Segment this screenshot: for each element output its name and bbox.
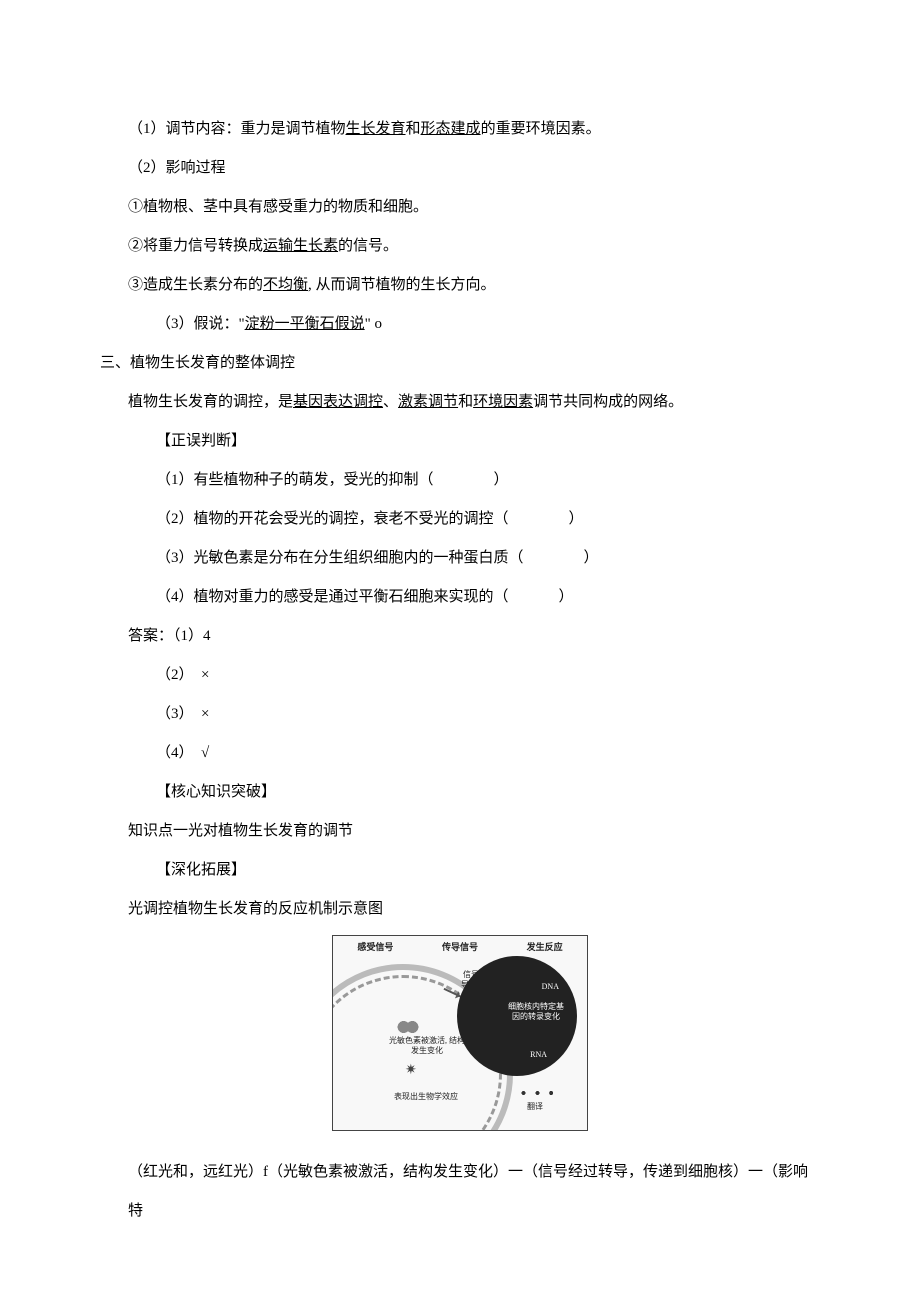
question-2: （2）植物的开花会受光的调控，衰老不受光的调控（ ） (100, 500, 820, 539)
fig-label-receive: 感受信号 (357, 942, 393, 953)
text: 的重要环境因素。 (481, 121, 601, 137)
para-step1: ①植物根、茎中具有感受重力的物质和细胞。 (100, 188, 820, 227)
fig-label-transmit: 传导信号 (442, 942, 478, 953)
text: 植物生长发育的调控，是 (128, 394, 293, 410)
heading-kp1: 知识点一光对植物生长发育的调节 (100, 812, 820, 851)
question-1: （1）有些植物种子的萌发，受光的抑制（ ） (100, 461, 820, 500)
q-close: ） (584, 550, 599, 566)
underline-hypothesis: 淀粉一平衡石假说 (245, 316, 365, 332)
q-text: （2）植物的开花会受光的调控，衰老不受光的调控（ (156, 511, 509, 527)
underline-hormone: 激素调节 (398, 394, 458, 410)
text: , 从而调节植物的生长方向。 (308, 277, 496, 293)
question-4: （4）植物对重力的感受是通过平衡石细胞来实现的（ ） (100, 578, 820, 617)
underline-uneven: 不均衡 (263, 277, 308, 293)
underline-growth: 生长发育 (346, 121, 406, 137)
fig-effect-text: 表现出生物学效应 (391, 1092, 461, 1102)
para-regulate-content: （1）调节内容：重力是调节植物生长发育和形态建成的重要环境因素。 (100, 110, 820, 149)
para-summary: （红光和，远红光）f（光敏色素被激活，结构发生变化）一（信号经过转导，传递到细胞… (100, 1153, 820, 1231)
fig-pigment-text: 光敏色素被激活, 结构发生变化 (387, 1036, 467, 1055)
text: 和 (406, 121, 421, 137)
pigment-icon (397, 1020, 419, 1034)
underline-morph: 形态建成 (421, 121, 481, 137)
text: 调节共同构成的网络。 (533, 394, 683, 410)
answer-label: 答案：（1）4 (100, 617, 820, 656)
figure-container: 感受信号 传导信号 发生反应 信号经过转导, 传递到细胞核内 DNA 细胞核内特… (100, 935, 820, 1147)
para-step2: ②将重力信号转换成运输生长素的信号。 (100, 227, 820, 266)
fig-rna-label: RNA (530, 1050, 547, 1060)
heading-truefalse: 【正误判断】 (100, 422, 820, 461)
q-text: （3）光敏色素是分布在分生组织细胞内的一种蛋白质（ (156, 550, 524, 566)
underline-gene: 基因表达调控 (293, 394, 383, 410)
heading-deepen: 【深化拓展】 (100, 851, 820, 890)
q-text: （4）植物对重力的感受是通过平衡石细胞来实现的（ (156, 589, 509, 605)
q-close: ） (559, 589, 574, 605)
caption-mechanism: 光调控植物生长发育的反应机制示意图 (100, 890, 820, 929)
text: 、 (383, 394, 398, 410)
effect-icon: ✷ (405, 1063, 417, 1080)
heading-section-3: 三、植物生长发育的整体调控 (100, 344, 820, 383)
text: 和 (458, 394, 473, 410)
heading-core: 【核心知识突破】 (100, 773, 820, 812)
q-close: ） (569, 511, 584, 527)
text: ③造成生长素分布的 (128, 277, 263, 293)
answer-3: （3） × (100, 695, 820, 734)
mechanism-figure: 感受信号 传导信号 发生反应 信号经过转导, 传递到细胞核内 DNA 细胞核内特… (332, 935, 588, 1131)
para-influence-process: （2）影响过程 (100, 149, 820, 188)
fig-dna-label: DNA (542, 982, 559, 992)
fig-translate-label: 翻译 (527, 1102, 543, 1112)
para-overall-control: 植物生长发育的调控，是基因表达调控、激素调节和环境因素调节共同构成的网络。 (100, 383, 820, 422)
text: （3）假说：" (156, 316, 245, 332)
answer-2: （2） × (100, 656, 820, 695)
text: 的信号。 (338, 238, 398, 254)
text: （1）调节内容：重力是调节植物 (128, 121, 346, 137)
text: ②将重力信号转换成 (128, 238, 263, 254)
fig-nucleus-text: 细胞核内特定基因的转录变化 (507, 1002, 565, 1021)
q-text: （1）有些植物种子的萌发，受光的抑制（ (156, 472, 434, 488)
question-3: （3）光敏色素是分布在分生组织细胞内的一种蛋白质（ ） (100, 539, 820, 578)
nucleus-icon: DNA 细胞核内特定基因的转录变化 RNA (457, 956, 577, 1076)
para-hypothesis: （3）假说："淀粉一平衡石假说" o (100, 305, 820, 344)
fig-label-react: 发生反应 (527, 942, 563, 953)
q-close: ） (494, 472, 509, 488)
figure-top-labels: 感受信号 传导信号 发生反应 (333, 942, 587, 953)
underline-transport: 运输生长素 (263, 238, 338, 254)
underline-env: 环境因素 (473, 394, 533, 410)
para-step3: ③造成生长素分布的不均衡, 从而调节植物的生长方向。 (100, 266, 820, 305)
rna-wave-icon (519, 1088, 565, 1098)
text: " o (365, 316, 382, 332)
answer-4: （4） √ (100, 734, 820, 773)
